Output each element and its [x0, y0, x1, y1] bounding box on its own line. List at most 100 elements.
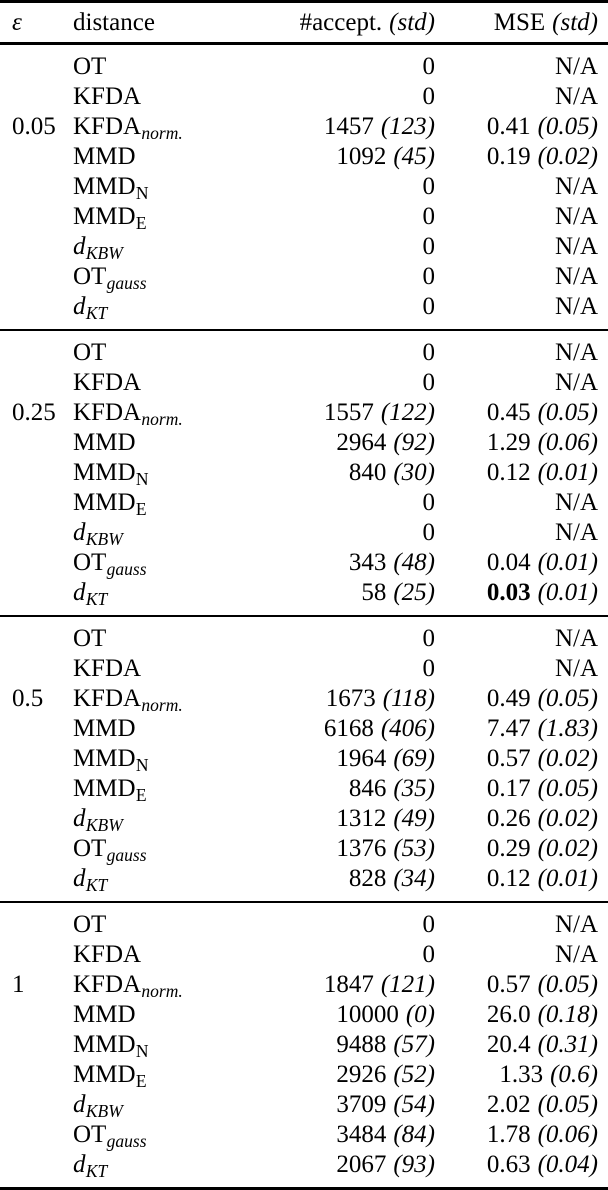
distance-subscript: E — [135, 784, 147, 805]
mse-value: 2.02 — [486, 1091, 531, 1118]
distance-cell: OT — [73, 625, 285, 653]
accept-cell: 1312 (49) — [285, 805, 435, 833]
distance-cell: KFDA — [73, 655, 285, 683]
accept-cell: 0 — [285, 625, 436, 653]
top-rule — [0, 0, 608, 3]
table-row: OT 0 N/A — [0, 910, 608, 940]
header-rule — [0, 42, 608, 45]
accept-cell: 0 — [285, 369, 436, 397]
accept-cell: 0 — [285, 941, 436, 969]
mse-std: (0.01) — [537, 459, 598, 486]
accept-cell: 0 — [285, 53, 436, 81]
distance-subscript: norm. — [141, 408, 183, 429]
distance-subscript: E — [135, 498, 147, 519]
accept-value: 0 — [422, 203, 436, 230]
epsilon-cell: 1 — [0, 971, 73, 999]
distance-cell: OTgauss — [73, 263, 285, 293]
mse-value: N/A — [554, 53, 598, 80]
mse-cell: N/A — [435, 339, 608, 367]
accept-value: 0 — [422, 625, 436, 652]
mse-cell: 0.17 (0.05) — [435, 775, 608, 803]
distance-cell: dKT — [73, 579, 285, 609]
distance-cell: KFDAnorm. — [73, 685, 285, 715]
accept-value: 58 — [361, 579, 387, 606]
accept-std: (34) — [393, 865, 435, 892]
accept-value: 0 — [422, 655, 436, 682]
distance-main: d — [73, 805, 86, 832]
mse-value: N/A — [554, 233, 598, 260]
distance-subscript: N — [135, 754, 149, 775]
mse-std: (0.02) — [537, 835, 598, 862]
accept-std: (52) — [393, 1061, 435, 1088]
header-epsilon: ε — [0, 9, 73, 37]
accept-value: 3484 — [336, 1121, 387, 1148]
distance-main: OT — [73, 1121, 107, 1148]
distance-cell: dKT — [73, 293, 285, 323]
distance-main: OT — [73, 911, 107, 938]
mse-value: N/A — [554, 519, 598, 546]
table-row: OTgauss 343 (48) 0.04 (0.01) — [0, 548, 608, 579]
mse-value: 0.45 — [486, 399, 531, 426]
accept-value: 6168 — [323, 715, 374, 742]
table-row: dKT 2067 (93) 0.63 (0.04) — [0, 1150, 608, 1181]
distance-main: KFDA — [73, 83, 142, 110]
accept-cell: 1376 (53) — [285, 835, 435, 863]
distance-cell: dKBW — [73, 519, 285, 549]
mse-value: N/A — [554, 655, 598, 682]
accept-cell: 0 — [285, 519, 436, 547]
distance-cell: MMDE — [73, 775, 285, 805]
table-row: dKBW 0 N/A — [0, 232, 608, 263]
distance-main: KFDA — [73, 941, 142, 968]
table-row: OTgauss 1376 (53) 0.29 (0.02) — [0, 834, 608, 865]
mse-cell: N/A — [435, 519, 608, 547]
table-row: OTgauss 3484 (84) 1.78 (0.06) — [0, 1120, 608, 1151]
accept-value: 828 — [348, 865, 387, 892]
table-row: MMDE 0 N/A — [0, 202, 608, 233]
distance-main: KFDA — [73, 655, 142, 682]
header-accept-std: (std) — [389, 8, 435, 36]
table-row: OT 0 N/A — [0, 338, 608, 368]
distance-main: KFDA — [73, 113, 142, 140]
distance-cell: dKT — [73, 865, 285, 895]
mse-cell: 0.29 (0.02) — [435, 835, 608, 863]
mse-cell: 1.29 (0.06) — [435, 429, 608, 457]
accept-cell: 0 — [285, 339, 436, 367]
mse-value: 0.29 — [486, 835, 531, 862]
mse-value: 0.49 — [486, 685, 531, 712]
group-separator — [0, 901, 608, 903]
mse-cell: N/A — [435, 625, 608, 653]
mse-cell: 0.04 (0.01) — [435, 549, 608, 577]
table-row: MMD 2964 (92) 1.29 (0.06) — [0, 428, 608, 458]
distance-main: d — [73, 865, 86, 892]
accept-value: 0 — [422, 369, 436, 396]
mse-value: N/A — [554, 369, 598, 396]
mse-cell: 2.02 (0.05) — [435, 1091, 608, 1119]
accept-value: 3709 — [336, 1091, 387, 1118]
accept-cell: 6168 (406) — [285, 715, 435, 743]
distance-main: d — [73, 1091, 86, 1118]
group-separator — [0, 329, 608, 331]
mse-cell: N/A — [435, 941, 608, 969]
mse-std: (0.02) — [537, 745, 598, 772]
distance-subscript: norm. — [141, 694, 183, 715]
epsilon-cell: 0.5 — [0, 685, 73, 713]
mse-cell: 7.47 (1.83) — [435, 715, 608, 743]
table-row: 0.05 KFDAnorm. 1457 (123) 0.41 (0.05) — [0, 112, 608, 143]
accept-std: (25) — [393, 579, 435, 606]
mse-cell: 0.57 (0.05) — [435, 971, 608, 999]
mse-cell: 0.03 (0.01) — [435, 579, 608, 607]
accept-value: 0 — [422, 489, 436, 516]
accept-cell: 0 — [285, 293, 436, 321]
accept-cell: 0 — [285, 203, 436, 231]
epsilon-value: 0.05 — [12, 113, 56, 140]
mse-value: N/A — [554, 83, 598, 110]
accept-cell: 2926 (52) — [285, 1061, 435, 1089]
distance-cell: KFDA — [73, 369, 285, 397]
distance-cell: MMDN — [73, 459, 285, 489]
accept-value: 1457 — [323, 113, 374, 140]
distance-cell: MMDN — [73, 1031, 285, 1061]
table-row: KFDA 0 N/A — [0, 368, 608, 398]
distance-main: MMD — [73, 1031, 136, 1058]
mse-std: (0.6) — [550, 1061, 598, 1088]
mse-cell: 0.57 (0.02) — [435, 745, 608, 773]
